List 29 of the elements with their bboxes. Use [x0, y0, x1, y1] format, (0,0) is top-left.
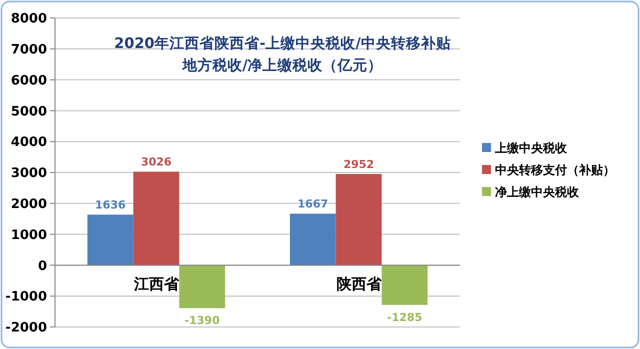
y-tick-label: 8000	[10, 12, 47, 27]
y-tick-label: 0	[38, 258, 47, 274]
y-tick-label: 7000	[10, 42, 47, 58]
bar	[87, 214, 134, 266]
bar	[336, 174, 382, 266]
data-label: 2952	[343, 158, 374, 171]
bar	[382, 265, 428, 305]
y-tick-label: -1000	[5, 290, 47, 305]
y-tick-label: 1000	[10, 228, 47, 243]
y-tick-label: 6000	[10, 73, 47, 88]
y-tick-label: 2000	[10, 196, 47, 212]
bar	[133, 172, 180, 266]
y-tick-label: 3000	[10, 166, 47, 182]
y-tick-label: -2000	[5, 320, 47, 336]
x-tick-label: 陕西省	[336, 275, 382, 294]
bar	[179, 265, 226, 308]
data-label: 1636	[95, 198, 126, 212]
bar	[290, 214, 336, 266]
legend-label: 上缴中央税收	[494, 141, 568, 156]
data-label: -1285	[387, 310, 422, 324]
data-label: 1667	[298, 198, 328, 211]
y-tick-label: 5000	[10, 104, 47, 120]
text: 2020年江西省陕西省-上缴中央税收/中央转移补贴地方税收/净上缴税收（亿元）	[114, 34, 451, 74]
data-label: 3026	[140, 156, 172, 169]
legend-label: 中央转移支付（补贴）	[495, 163, 615, 178]
y-tick-label: 4000	[10, 135, 47, 150]
data-label: -1390	[184, 314, 220, 328]
legend-label: 净上缴中央税收	[495, 185, 580, 200]
x-tick-label: 江西省	[132, 275, 180, 294]
